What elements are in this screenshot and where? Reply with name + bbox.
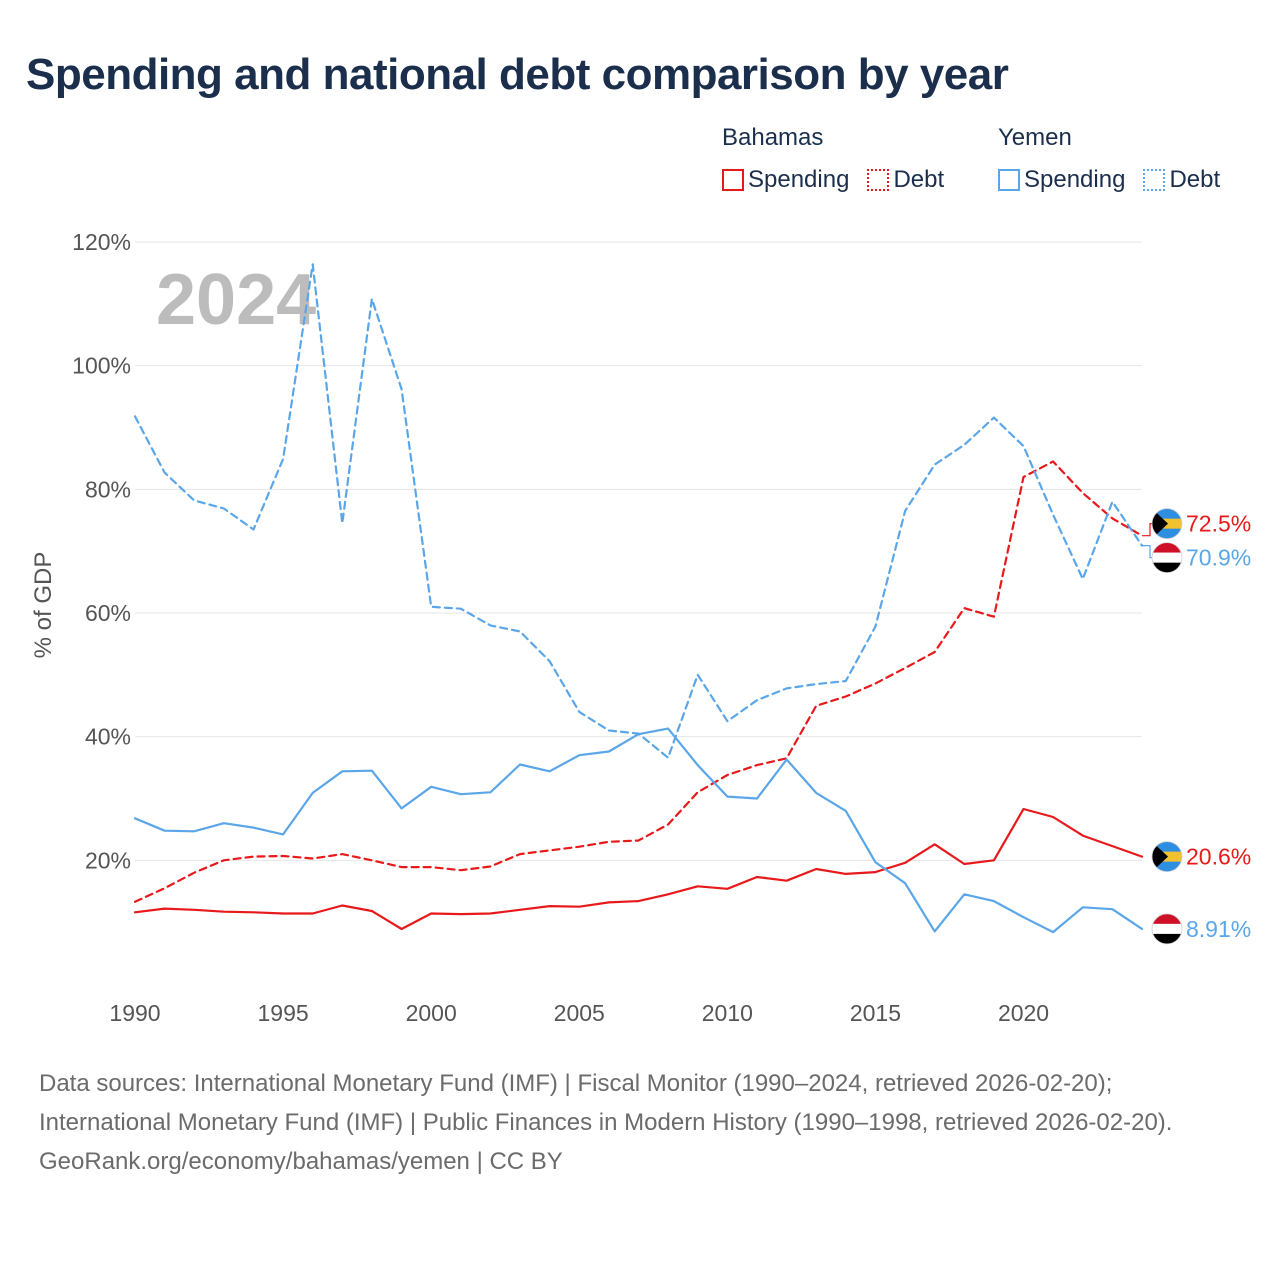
y-tick-label: 100% xyxy=(72,353,131,379)
legend-item-label: Spending xyxy=(748,166,850,193)
grid xyxy=(135,241,1142,861)
legend-item-yemen-spending[interactable]: Spending xyxy=(998,166,1125,194)
y-tick-label: 120% xyxy=(72,229,131,255)
y-tick-label: 80% xyxy=(85,476,131,502)
year-watermark: 2024 xyxy=(156,260,316,340)
data-sources: Data sources: International Monetary Fun… xyxy=(39,1070,1173,1136)
end-labels: 72.5% 70.9% 20.6% 8.91% xyxy=(1142,508,1251,945)
x-tick-label: 2000 xyxy=(406,1000,457,1026)
legend-item-yemen-debt[interactable]: Debt xyxy=(1143,166,1220,194)
axes: 20% 40% 60% 80% 100% 120% 1990 1995 2000 2005 2010… xyxy=(72,229,1049,1026)
series-line-bahamas-debt[interactable] xyxy=(133,460,1144,903)
legend-group-label: Yemen xyxy=(998,124,1072,151)
legend-item-bahamas-debt[interactable]: Debt xyxy=(867,166,944,194)
legend-group-label: Bahamas xyxy=(722,124,824,151)
yemen-flag-icon xyxy=(1151,542,1183,574)
solid-swatch-icon xyxy=(998,169,1020,191)
x-tick-label: 2010 xyxy=(702,1000,753,1026)
credit-link[interactable]: GeoRank.org/economy/bahamas/yemen | CC B… xyxy=(39,1148,563,1175)
x-tick-label: 2005 xyxy=(554,1000,605,1026)
bahamas-flag-icon xyxy=(1151,508,1183,540)
legend-item-label: Debt xyxy=(1169,166,1221,193)
solid-swatch-icon xyxy=(722,169,744,191)
legend-item-bahamas-spending[interactable]: Spending xyxy=(722,166,849,194)
series xyxy=(133,263,1144,934)
legend-group-bahamas: Bahamas Spending Debt xyxy=(722,124,944,194)
end-value-label: 8.91% xyxy=(1186,916,1251,942)
x-tick-label: 2015 xyxy=(850,1000,901,1026)
footer: Data sources: International Monetary Fun… xyxy=(39,1064,1239,1181)
legend-item-label: Debt xyxy=(893,166,945,193)
y-tick-label: 40% xyxy=(85,724,131,750)
chart-title: Spending and national debt comparison by… xyxy=(26,50,1009,99)
legend-item-label: Spending xyxy=(1024,166,1126,193)
legend-group-yemen: Yemen Spending Debt xyxy=(998,124,1220,194)
y-tick-label: 20% xyxy=(85,847,131,873)
line-chart: 20% 40% 60% 80% 100% 120% 1990 1995 2000 2005 2010… xyxy=(30,229,1251,1026)
dotted-swatch-icon xyxy=(1143,169,1166,191)
end-value-label: 72.5% xyxy=(1186,511,1251,537)
series-line-yemen-debt[interactable] xyxy=(133,263,1144,759)
dotted-swatch-icon xyxy=(867,169,890,191)
yemen-flag-icon xyxy=(1151,913,1183,945)
y-axis-title: % of GDP xyxy=(30,552,57,659)
x-tick-label: 2020 xyxy=(998,1000,1049,1026)
end-value-label: 70.9% xyxy=(1186,545,1251,571)
y-tick-label: 60% xyxy=(85,600,131,626)
series-line-bahamas-spending[interactable] xyxy=(133,807,1144,931)
bahamas-flag-icon xyxy=(1151,841,1183,873)
x-tick-label: 1995 xyxy=(258,1000,309,1026)
end-value-label: 20.6% xyxy=(1186,844,1251,870)
x-tick-label: 1990 xyxy=(109,1000,160,1026)
